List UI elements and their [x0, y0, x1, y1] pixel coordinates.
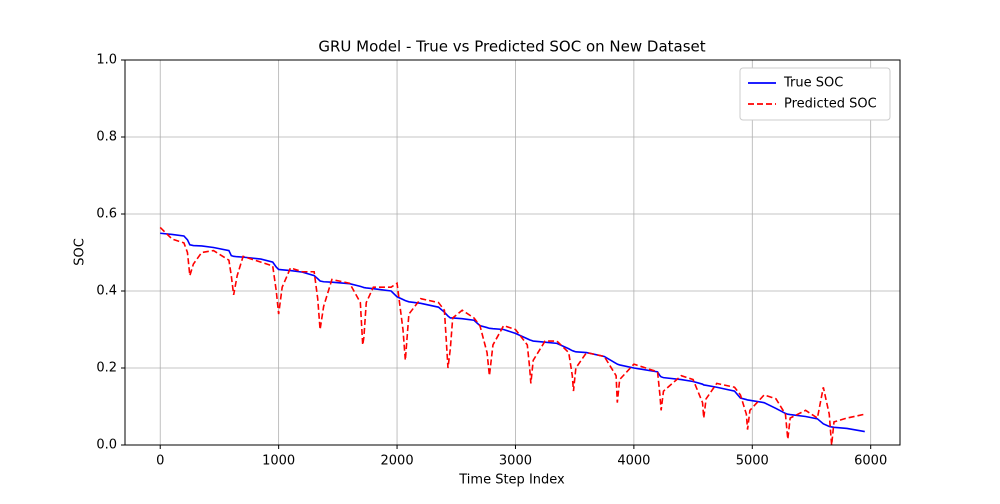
y-tick-label: 0.4 [96, 284, 117, 299]
y-tick-label: 0.6 [96, 207, 117, 222]
x-tick-label: 3000 [499, 454, 532, 469]
y-tick-label: 0.2 [96, 361, 117, 376]
x-tick-label: 2000 [381, 454, 414, 469]
y-tick-label: 0.8 [96, 130, 117, 145]
y-tick-label: 1.0 [96, 53, 117, 68]
x-tick-label: 4000 [617, 454, 650, 469]
x-axis-label: Time Step Index [458, 473, 565, 488]
x-tick-label: 1000 [262, 454, 295, 469]
x-tick-label: 5000 [736, 454, 769, 469]
chart-title: GRU Model - True vs Predicted SOC on New… [318, 38, 705, 56]
x-tick-label: 0 [156, 454, 164, 469]
y-axis-label: SOC [73, 238, 88, 266]
y-tick-label: 0.0 [96, 438, 117, 453]
legend-label: Predicted SOC [784, 97, 877, 112]
x-tick-label: 6000 [854, 454, 887, 469]
series-line [159, 226, 865, 446]
legend-box [739, 67, 891, 121]
series-line [160, 232, 865, 433]
legend-label: True SOC [783, 76, 843, 91]
plot-frame [124, 59, 901, 446]
